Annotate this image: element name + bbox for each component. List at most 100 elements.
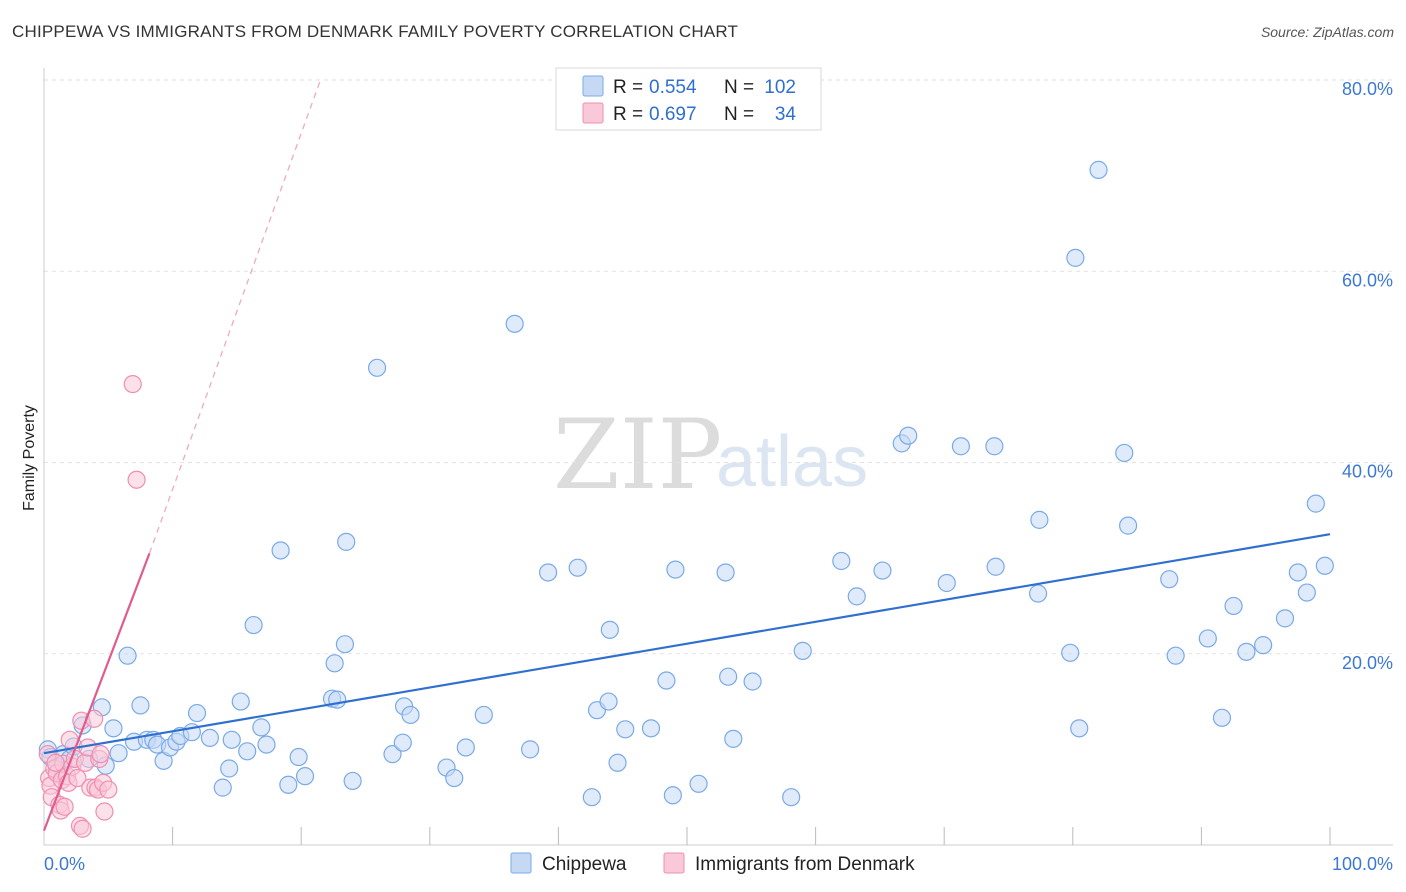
denmark-point xyxy=(99,780,118,799)
chippewa-point xyxy=(1254,636,1273,655)
chippewa-point xyxy=(847,587,866,606)
chippewa-point xyxy=(1070,719,1089,738)
chippewa-point xyxy=(986,557,1005,576)
chippewa-point xyxy=(222,730,241,749)
denmark-point xyxy=(55,797,74,816)
chippewa-point xyxy=(899,426,918,445)
y-tick-label: 40.0% xyxy=(1342,462,1393,482)
chart-source: Source: ZipAtlas.com xyxy=(1260,24,1394,40)
chippewa-point xyxy=(456,738,475,757)
chippewa-point xyxy=(118,646,137,665)
chippewa-trend-line xyxy=(43,533,1331,755)
chippewa-point xyxy=(663,786,682,805)
denmark-point xyxy=(123,374,142,394)
denmark-point xyxy=(68,768,87,788)
legend-n-value-1: 34 xyxy=(775,104,797,125)
y-tick-label: 80.0% xyxy=(1342,79,1393,99)
chippewa-point xyxy=(337,532,356,551)
chippewa-point xyxy=(1089,160,1108,179)
chippewa-point xyxy=(187,703,207,723)
trend-lines xyxy=(42,79,1331,832)
legend-swatch-chippewa xyxy=(582,75,604,97)
bottom-legend-chippewa: Chippewa xyxy=(542,854,627,875)
denmark-point xyxy=(95,802,114,821)
chippewa-point xyxy=(343,771,362,791)
chippewa-point xyxy=(873,561,892,580)
chippewa-point xyxy=(505,314,524,333)
legend-swatch-denmark xyxy=(582,102,604,124)
stats-legend: R = 0.554 N = 102 R = 0.697 N = 34 xyxy=(555,67,822,131)
chippewa-point xyxy=(832,551,851,571)
chippewa-point xyxy=(104,719,123,738)
legend-n-label-1: N = xyxy=(724,104,754,125)
denmark-points xyxy=(38,374,146,838)
chippewa-point xyxy=(109,744,128,763)
series-legend: Chippewa Immigrants from Denmark xyxy=(510,852,915,875)
chippewa-point xyxy=(328,690,347,709)
chippewa-point xyxy=(1030,510,1049,529)
chippewa-point xyxy=(367,358,387,377)
chippewa-point xyxy=(782,788,801,807)
chippewa-point xyxy=(213,778,232,797)
y-axis-label: Family Poverty xyxy=(21,405,38,511)
chippewa-point xyxy=(1275,609,1295,628)
denmark-trend-extension xyxy=(148,79,322,554)
chippewa-point xyxy=(131,696,150,715)
x-tick-label-max: 100.0% xyxy=(1332,854,1393,874)
chippewa-point xyxy=(937,573,956,593)
chippewa-point xyxy=(238,742,257,761)
legend-n-value-0: 102 xyxy=(764,77,796,98)
chippewa-point xyxy=(1166,646,1185,665)
legend-r-value-0: 0.554 xyxy=(649,77,697,98)
legend-r-label-0: R = xyxy=(613,77,643,98)
chippewa-point xyxy=(295,767,315,786)
chippewa-point xyxy=(1212,708,1232,727)
chippewa-point xyxy=(689,774,708,793)
chippewa-point xyxy=(1028,584,1048,603)
denmark-point xyxy=(91,745,110,764)
chippewa-point xyxy=(393,733,412,752)
axes xyxy=(43,68,1393,846)
chippewa-point xyxy=(401,705,420,725)
chippewa-point xyxy=(325,654,344,673)
legend-r-value-1: 0.697 xyxy=(649,104,697,125)
x-tick-label-min: 0.0% xyxy=(44,854,85,874)
watermark-zip: ZIP xyxy=(553,399,722,511)
legend-n-label-0: N = xyxy=(724,77,754,98)
chippewa-point xyxy=(657,671,676,690)
y-tick-label: 60.0% xyxy=(1342,270,1393,290)
legend-r-label-1: R = xyxy=(613,104,643,125)
chippewa-point xyxy=(716,563,735,582)
chippewa-point xyxy=(568,558,587,577)
chippewa-point xyxy=(521,740,540,759)
denmark-point xyxy=(127,470,146,489)
denmark-trend-line xyxy=(42,552,151,832)
chippewa-point xyxy=(600,620,619,639)
chippewa-point xyxy=(200,728,219,748)
chippewa-point xyxy=(257,735,276,754)
chippewa-point xyxy=(985,437,1004,456)
chippewa-point xyxy=(1237,642,1256,661)
chippewa-point xyxy=(1118,516,1138,535)
chippewa-point xyxy=(743,672,762,691)
chippewa-point xyxy=(951,437,971,456)
chippewa-point xyxy=(1115,443,1134,463)
chippewa-point xyxy=(1066,248,1085,267)
denmark-point xyxy=(73,819,92,838)
chippewa-point xyxy=(1061,643,1080,662)
y-tick-labels: 20.0% 40.0% 60.0% 80.0% xyxy=(1342,79,1393,673)
chippewa-point xyxy=(252,718,271,737)
chart-title: CHIPPEWA VS IMMIGRANTS FROM DENMARK FAMI… xyxy=(12,22,739,41)
chippewa-point xyxy=(599,692,618,711)
chippewa-point xyxy=(335,635,355,654)
chippewa-point xyxy=(719,667,738,686)
chippewa-point xyxy=(289,747,308,767)
chippewa-point xyxy=(383,745,402,764)
bottom-legend-swatch-chippewa xyxy=(510,852,532,874)
chippewa-point xyxy=(1315,556,1334,575)
bottom-legend-swatch-denmark xyxy=(663,852,685,874)
chippewa-point xyxy=(279,775,298,794)
chippewa-point xyxy=(793,641,812,660)
chippewa-point xyxy=(1288,563,1307,582)
